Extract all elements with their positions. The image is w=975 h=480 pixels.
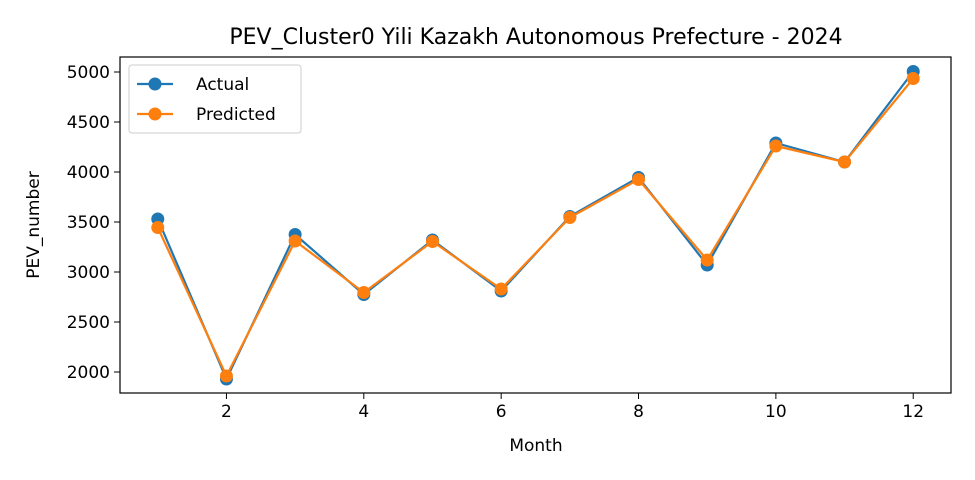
y-tick-label: 5000 [67,63,110,83]
plot-frame [119,56,952,394]
x-tick-label: 8 [633,402,644,422]
legend-marker-actual [148,77,162,91]
x-tick-label: 10 [765,402,787,422]
legend-marker-predicted [148,107,162,121]
data-point-predicted [906,72,920,85]
y-axis-label: PEV_number [24,171,44,278]
legend-box [128,64,302,134]
y-tick-label: 4000 [67,163,110,183]
y-tick-label: 3500 [67,213,110,233]
y-axis: 2000 2500 3000 3500 4000 4500 5000 [67,63,120,383]
x-axis: 2 4 6 8 10 12 [221,393,924,422]
data-point-predicted [838,155,852,169]
x-tick-label: 6 [496,402,507,422]
y-tick-label: 4500 [67,113,110,133]
legend-label-actual: Actual [196,75,249,95]
data-point-predicted [219,369,233,383]
data-point-predicted [425,235,439,248]
data-point-predicted [700,253,714,267]
data-point-predicted [632,173,646,186]
legend: Actual Predicted [128,64,302,134]
x-tick-label: 12 [902,402,924,422]
data-point-predicted [494,282,508,296]
y-tick-label: 2500 [67,313,110,333]
x-axis-label: Month [509,436,562,456]
y-tick-label: 3000 [67,263,110,283]
x-tick-label: 2 [221,402,232,422]
x-tick-label: 4 [358,402,369,422]
data-point-predicted [357,286,371,299]
series-line-predicted [156,77,915,378]
plot-area [151,65,920,386]
data-point-predicted [563,211,577,224]
y-tick-label: 2000 [67,363,110,383]
data-point-predicted [288,234,302,248]
data-point-predicted [769,139,783,153]
data-point-predicted [151,221,165,234]
legend-label-predicted: Predicted [196,105,276,125]
chart-title: PEV_Cluster0 Yili Kazakh Autonomous Pref… [229,25,842,50]
